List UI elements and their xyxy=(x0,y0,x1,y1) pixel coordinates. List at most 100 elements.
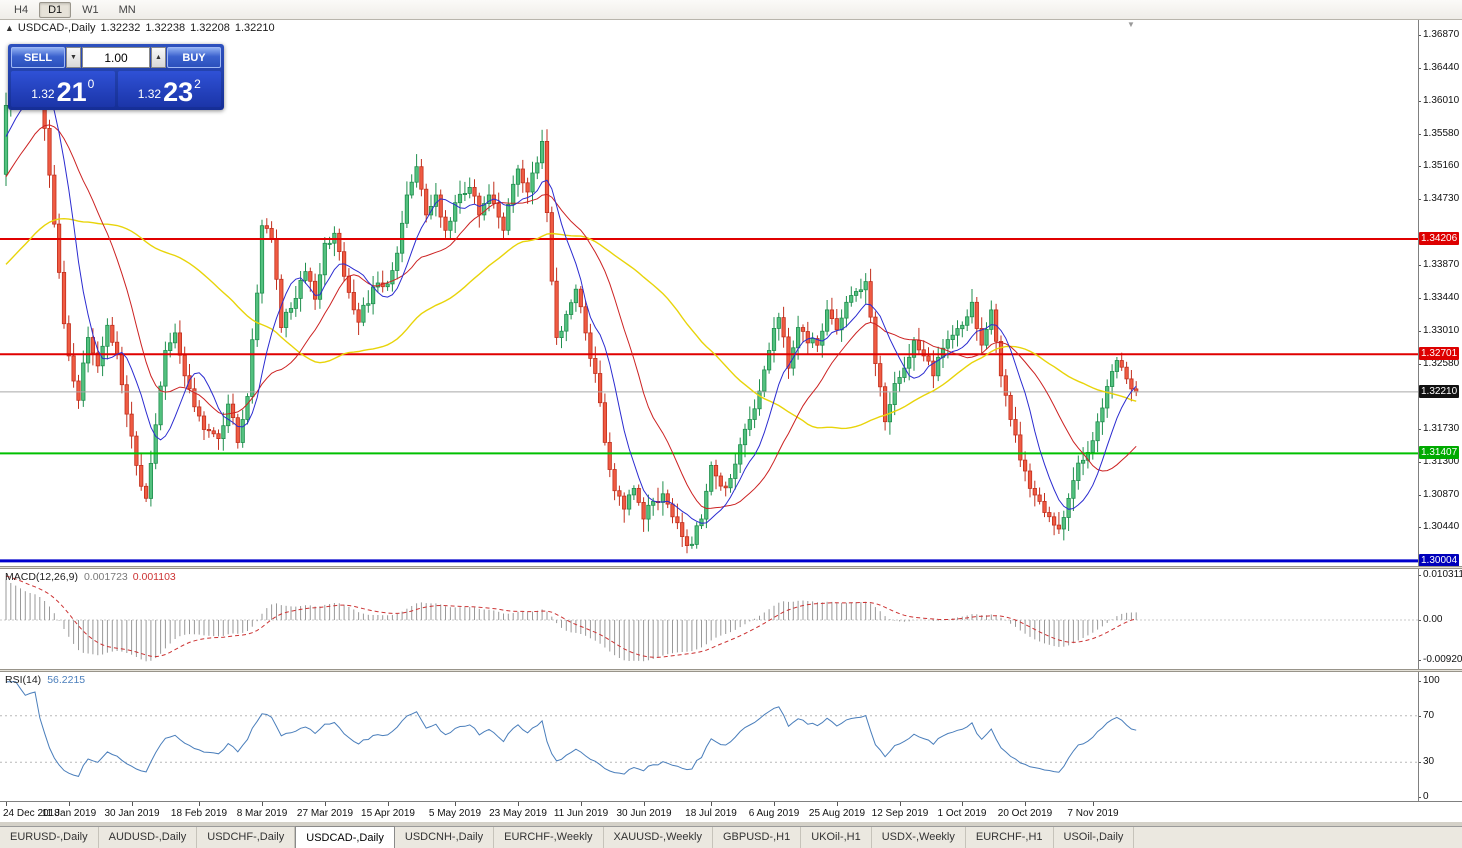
time-axis-tick xyxy=(644,802,645,806)
timeframe-button-mn[interactable]: MN xyxy=(118,3,136,16)
chart-tab-eurchf-h1[interactable]: EURCHF-,H1 xyxy=(966,827,1054,848)
time-axis-tick xyxy=(962,802,963,806)
macd-name: MACD(12,26,9) xyxy=(5,571,78,583)
timeframe-button-h4[interactable]: H4 xyxy=(14,3,29,16)
chart-symbol-label: USDCAD-,Daily xyxy=(17,22,96,34)
chart-tab-eurchf-weekly[interactable]: EURCHF-,Weekly xyxy=(494,827,604,848)
chart-tabs-bar: EURUSD-,Daily AUDUSD-,Daily USDCHF-,Daily U… xyxy=(0,826,1462,848)
main-chart-canvas[interactable]: ▲ USDCAD-,Daily 1.32232 1.32238 1.32208 1.322… xyxy=(0,20,1418,566)
buy-button[interactable]: BUY xyxy=(167,47,221,68)
sell-price-pips: 21 xyxy=(56,77,87,107)
rsi-panel-canvas[interactable]: RSI(14) 56.2215 xyxy=(0,672,1418,801)
time-axis-label: 20 Oct 2019 xyxy=(997,808,1053,819)
time-axis-tick xyxy=(262,802,263,806)
sell-button[interactable]: SELL xyxy=(11,47,65,68)
time-axis-tick xyxy=(774,802,775,806)
volume-input[interactable] xyxy=(82,47,150,68)
macd-axis: 0.010311 0.00 -0.009203 xyxy=(1418,569,1462,669)
price-level-badge: 1.31407 xyxy=(1419,446,1460,459)
time-axis-label: 6 Aug 2019 xyxy=(748,808,800,819)
price-axis-label: 1.35160 xyxy=(1419,160,1460,171)
rsi-axis: 100 70 30 0 xyxy=(1418,672,1462,801)
time-axis-label: 18 Feb 2019 xyxy=(170,808,228,819)
time-axis-tick xyxy=(518,802,519,806)
price-axis-label: 1.31730 xyxy=(1419,423,1460,434)
macd-signal-value: 0.001103 xyxy=(132,571,176,583)
chart-tab-usdcnh-daily[interactable]: USDCNH-,Daily xyxy=(395,827,495,848)
buy-price-display[interactable]: 1.32 23 2 xyxy=(117,71,221,107)
macd-axis-label: -0.009203 xyxy=(1419,654,1462,665)
time-axis-label: 11 Jun 2019 xyxy=(553,808,609,819)
chart-tab-usdcad-daily[interactable]: USDCAD-,Daily xyxy=(295,826,395,848)
chart-tab-gbpusd-h1[interactable]: GBPUSD-,H1 xyxy=(713,827,802,848)
panel-splitter[interactable] xyxy=(0,566,1462,569)
chart-tab-eurusd-daily[interactable]: EURUSD-,Daily xyxy=(0,827,99,848)
chart-tab-audusd-daily[interactable]: AUDUSD-,Daily xyxy=(99,827,198,848)
chart-tab-xauusd-weekly[interactable]: XAUUSD-,Weekly xyxy=(604,827,713,848)
buy-price-pips: 23 xyxy=(163,77,194,107)
panel-splitter[interactable] xyxy=(0,669,1462,672)
time-axis-label: 30 Jun 2019 xyxy=(616,808,672,819)
price-axis-label: 1.30870 xyxy=(1419,489,1460,500)
sell-price-display[interactable]: 1.32 21 0 xyxy=(11,71,115,107)
time-axis-label: 12 Sep 2019 xyxy=(871,808,929,819)
time-axis-label: 18 Jul 2019 xyxy=(685,808,737,819)
chart-tab-usoil-daily[interactable]: USOil-,Daily xyxy=(1054,827,1135,848)
rsi-axis-label: 100 xyxy=(1419,675,1440,686)
time-axis-tick xyxy=(1025,802,1026,806)
price-axis-label: 1.36010 xyxy=(1419,95,1460,106)
time-axis[interactable]: 24 Dec 2018 11 Jan 2019 30 Jan 2019 18 Feb … xyxy=(0,801,1462,822)
time-axis-label: 25 Aug 2019 xyxy=(808,808,866,819)
macd-value: 0.001723 xyxy=(83,571,128,583)
price-axis-label: 1.31300 xyxy=(1419,456,1460,467)
price-axis-label: 1.33440 xyxy=(1419,292,1460,303)
time-axis-label: 8 Mar 2019 xyxy=(236,808,288,819)
chart-tab-usdx-weekly[interactable]: USDX-,Weekly xyxy=(872,827,966,848)
chart-tab-ukoil-h1[interactable]: UKOil-,H1 xyxy=(801,827,872,848)
buy-price-point: 2 xyxy=(194,77,201,91)
time-axis-label: 27 Mar 2019 xyxy=(296,808,354,819)
time-axis-tick xyxy=(325,802,326,806)
chart-quote-header: ▲ USDCAD-,Daily 1.32232 1.32238 1.32208 1.322… xyxy=(5,22,275,34)
rsi-value: 56.2215 xyxy=(47,674,86,686)
timeframe-button-w1[interactable]: W1 xyxy=(82,3,99,16)
volume-increase-button[interactable]: ▲ xyxy=(151,47,166,68)
quote-high: 1.32238 xyxy=(145,22,186,34)
macd-panel-canvas[interactable]: MACD(12,26,9) 0.001723 0.001103 xyxy=(0,569,1418,669)
volume-decrease-button[interactable]: ▼ xyxy=(66,47,81,68)
timeframe-button-d1[interactable]: D1 xyxy=(39,1,72,18)
time-axis-tick xyxy=(455,802,456,806)
rsi-axis-label: 30 xyxy=(1419,756,1435,767)
price-level-badge: 1.32210 xyxy=(1419,385,1460,398)
chart-shift-marker-icon[interactable]: ▼ xyxy=(1127,20,1135,29)
macd-chart xyxy=(0,575,1418,662)
time-axis-label: 30 Jan 2019 xyxy=(104,808,160,819)
time-axis-label: 7 Nov 2019 xyxy=(1067,808,1119,819)
window-chrome xyxy=(0,822,1462,826)
time-axis-tick xyxy=(388,802,389,806)
price-axis-label: 1.35580 xyxy=(1419,128,1460,139)
time-axis-tick xyxy=(837,802,838,806)
quote-open: 1.32232 xyxy=(100,22,141,34)
sell-price-prefix: 1.32 xyxy=(31,87,55,101)
price-level-badge: 1.34206 xyxy=(1419,232,1460,245)
candlestick-chart xyxy=(0,45,1418,563)
time-axis-tick xyxy=(6,802,7,806)
one-click-toggle-icon[interactable]: ▲ xyxy=(5,23,14,33)
price-axis[interactable]: 1.36870 1.36440 1.36010 1.35580 1.35160 1.347… xyxy=(1418,20,1462,566)
one-click-trading-panel: SELL ▼ ▲ BUY 1.32 21 0 1.32 23 2 xyxy=(8,44,224,110)
macd-axis-label: 0.010311 xyxy=(1419,569,1462,580)
rsi-chart xyxy=(0,681,1418,777)
chart-tab-usdchf-daily[interactable]: USDCHF-,Daily xyxy=(197,827,296,848)
time-axis-tick xyxy=(132,802,133,806)
macd-label: MACD(12,26,9) 0.001723 0.001103 xyxy=(5,571,176,583)
time-axis-tick xyxy=(1093,802,1094,806)
time-axis-label: 23 May 2019 xyxy=(489,808,547,819)
buy-price-prefix: 1.32 xyxy=(137,87,162,101)
rsi-name: RSI(14) xyxy=(5,674,42,686)
time-axis-tick xyxy=(199,802,200,806)
price-axis-label: 1.33870 xyxy=(1419,259,1460,270)
sell-price-point: 0 xyxy=(87,77,95,91)
timeframe-toolbar: H4 D1 W1 MN xyxy=(0,0,1462,20)
